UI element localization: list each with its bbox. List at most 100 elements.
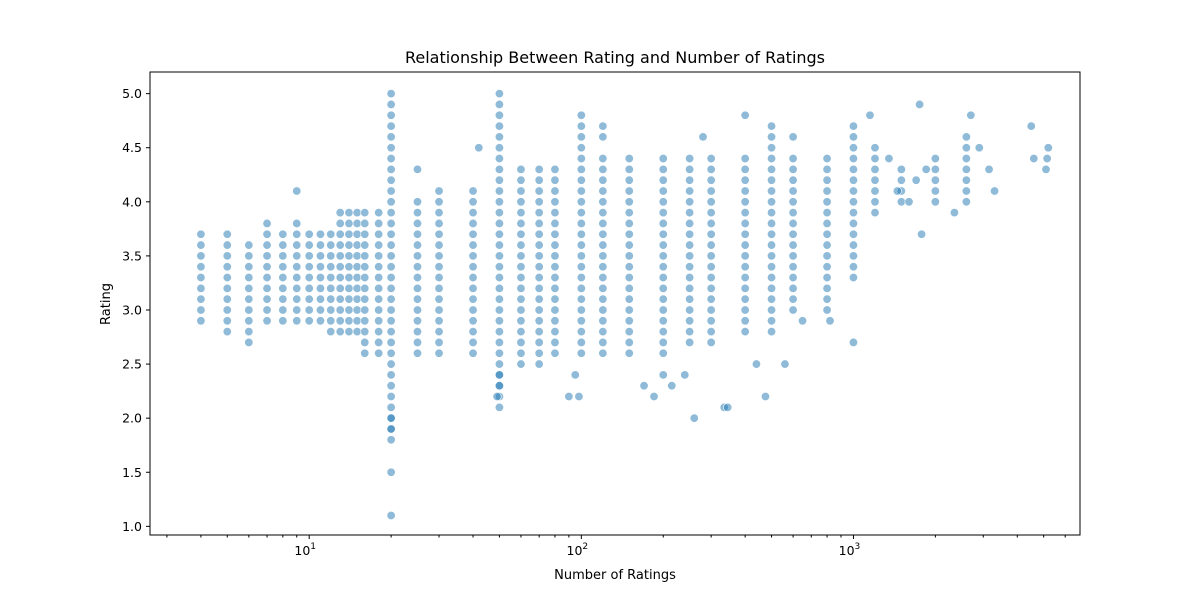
data-point [1043, 143, 1053, 153]
data-point [335, 229, 345, 239]
data-point [570, 370, 580, 380]
data-point [896, 164, 906, 174]
data-point [534, 316, 544, 326]
data-point [516, 229, 526, 239]
data-point [598, 175, 608, 185]
data-point [550, 218, 560, 228]
data-point [930, 164, 940, 174]
y-tick-label: 4.0 [122, 194, 142, 209]
data-point [624, 294, 634, 304]
data-point [344, 305, 354, 315]
data-point [740, 154, 750, 164]
data-point [848, 186, 858, 196]
data-point [278, 283, 288, 293]
data-point [706, 229, 716, 239]
data-point [386, 316, 396, 326]
data-point [649, 392, 659, 402]
data-point [386, 424, 396, 434]
data-point [315, 283, 325, 293]
data-point [196, 262, 206, 272]
data-point [262, 305, 272, 315]
data-point [658, 251, 668, 261]
data-point [706, 337, 716, 347]
data-point [534, 208, 544, 218]
data-point [304, 262, 314, 272]
data-point [386, 283, 396, 293]
data-point [412, 316, 422, 326]
data-point [576, 218, 586, 228]
data-point [723, 402, 733, 412]
data-point [374, 240, 384, 250]
data-point [196, 251, 206, 261]
y-tick-label: 4.5 [122, 140, 142, 155]
data-point [706, 316, 716, 326]
data-point [706, 208, 716, 218]
data-point [598, 186, 608, 196]
data-point [412, 262, 422, 272]
data-point [534, 229, 544, 239]
data-point [494, 197, 504, 207]
data-point [494, 229, 504, 239]
data-point [550, 175, 560, 185]
data-point [434, 208, 444, 218]
data-point [344, 294, 354, 304]
data-point [222, 240, 232, 250]
data-point [468, 327, 478, 337]
data-point [326, 229, 336, 239]
data-point [494, 337, 504, 347]
data-point [434, 283, 444, 293]
data-point [574, 392, 584, 402]
data-point [434, 327, 444, 337]
data-point [848, 143, 858, 153]
data-point [598, 327, 608, 337]
data-point [352, 283, 362, 293]
data-point [344, 273, 354, 283]
data-point [550, 208, 560, 218]
data-point [680, 370, 690, 380]
data-point [222, 283, 232, 293]
data-point [576, 294, 586, 304]
data-point [335, 240, 345, 250]
data-point [706, 283, 716, 293]
data-point [930, 154, 940, 164]
data-point [244, 262, 254, 272]
data-point [706, 175, 716, 185]
data-point [262, 240, 272, 250]
data-point [292, 251, 302, 261]
data-point [516, 240, 526, 250]
data-point [788, 218, 798, 228]
data-point [494, 186, 504, 196]
data-point [292, 283, 302, 293]
data-point [534, 348, 544, 358]
data-point [386, 327, 396, 337]
data-point [767, 208, 777, 218]
data-point [658, 197, 668, 207]
data-point [434, 218, 444, 228]
data-point [767, 316, 777, 326]
data-point [767, 186, 777, 196]
data-point [740, 110, 750, 120]
data-point [658, 370, 668, 380]
data-point [961, 164, 971, 174]
data-point [550, 197, 560, 207]
data-point [244, 316, 254, 326]
data-point [360, 273, 370, 283]
data-point [352, 273, 362, 283]
data-point [767, 121, 777, 131]
data-point [534, 337, 544, 347]
data-point [896, 175, 906, 185]
data-point [598, 197, 608, 207]
data-point [494, 327, 504, 337]
data-point [386, 273, 396, 283]
data-point [685, 305, 695, 315]
data-point [315, 229, 325, 239]
data-point [304, 283, 314, 293]
data-point [598, 251, 608, 261]
data-point [870, 164, 880, 174]
data-point [278, 251, 288, 261]
data-point [434, 273, 444, 283]
data-point [326, 262, 336, 272]
data-point [550, 273, 560, 283]
data-point [494, 316, 504, 326]
data-point [767, 175, 777, 185]
